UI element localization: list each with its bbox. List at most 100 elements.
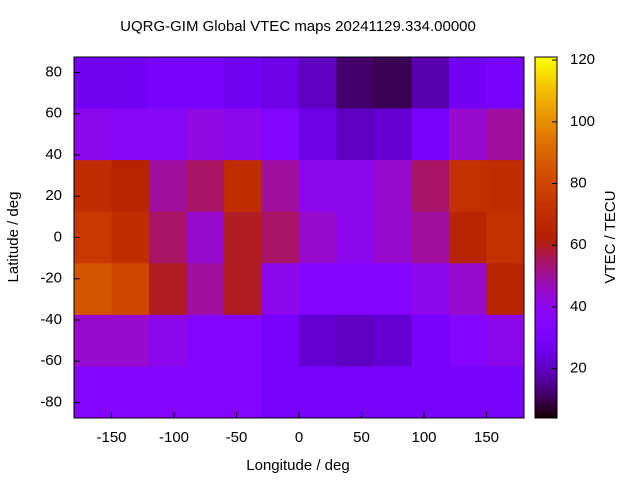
heat-cell (261, 57, 300, 110)
heat-cell (486, 160, 525, 213)
heat-cell (411, 366, 450, 419)
colorbar-step (535, 312, 557, 317)
heat-cell (486, 108, 525, 161)
colorbar-step (535, 243, 557, 248)
colorbar-step (535, 216, 557, 220)
colorbar-step (535, 303, 557, 308)
colorbar-step (535, 396, 557, 401)
colorbar-step (535, 309, 557, 314)
colorbar-step (535, 66, 557, 70)
x-axis-label: Longitude / deg (246, 457, 349, 474)
colorbar-step (535, 222, 557, 226)
heat-cell (224, 211, 262, 264)
heat-cell (411, 57, 450, 110)
heat-cell (111, 314, 150, 367)
colorbar-step (535, 171, 557, 175)
x-tick-label: -100 (159, 429, 189, 446)
colorbar-step (535, 414, 557, 419)
colorbar-step (535, 213, 557, 217)
heat-cell (186, 57, 225, 110)
heat-cell (486, 263, 525, 316)
colorbar-step (535, 324, 557, 329)
colorbar-step (535, 189, 557, 193)
heat-cell (486, 366, 525, 419)
colorbar-step (535, 360, 557, 365)
colorbar-step (535, 174, 557, 178)
heat-cell (449, 211, 487, 264)
y-tick-label: -80 (40, 393, 62, 410)
heat-cell (374, 366, 412, 419)
colorbar-step (535, 204, 557, 208)
colorbar-step (535, 282, 557, 287)
colorbar-step (535, 357, 557, 362)
heat-cell (74, 108, 112, 161)
colorbar-step (535, 369, 557, 374)
colorbar-step (535, 285, 557, 290)
x-tick-label: 50 (353, 429, 370, 446)
chart-title: UQRG-GIM Global VTEC maps 20241129.334.0… (120, 18, 476, 35)
heat-cell (449, 263, 487, 316)
y-tick-label: 60 (45, 105, 62, 122)
heat-cell (149, 314, 187, 367)
heat-cell (224, 57, 262, 110)
x-tick-label: -50 (226, 429, 248, 446)
colorbar-step (535, 126, 557, 130)
colorbar-step (535, 372, 557, 377)
heat-cell (74, 314, 112, 367)
colorbar-step (535, 237, 557, 242)
colorbar-step (535, 345, 557, 350)
colorbar-step (535, 180, 557, 184)
x-tick-label: 150 (474, 429, 499, 446)
colorbar-step (535, 210, 557, 214)
heat-cell (374, 160, 412, 213)
heat-cell (149, 366, 187, 419)
heat-cell (111, 57, 150, 110)
colorbar-tick-label: 100 (570, 113, 595, 130)
y-axis-label: Latitude / deg (5, 192, 22, 283)
heat-cell (411, 211, 450, 264)
colorbar-step (535, 291, 557, 296)
colorbar-step (535, 201, 557, 205)
colorbar-tick-label: 40 (570, 298, 587, 315)
heat-cell (411, 108, 450, 161)
colorbar-step (535, 300, 557, 305)
colorbar-step (535, 99, 557, 103)
heat-cell (74, 160, 112, 213)
colorbar-step (535, 228, 557, 232)
colorbar-step (535, 111, 557, 115)
colorbar-step (535, 129, 557, 133)
colorbar-step (535, 375, 557, 380)
heat-cell (374, 314, 412, 367)
heat-cell (374, 263, 412, 316)
heat-cell (186, 211, 225, 264)
colorbar-step (535, 390, 557, 395)
colorbar-step (535, 156, 557, 160)
heat-cell (224, 108, 262, 161)
colorbar-step (535, 384, 557, 389)
heat-cell (186, 160, 225, 213)
y-tick-label: 20 (45, 187, 62, 204)
colorbar-step (535, 288, 557, 293)
colorbar-step (535, 135, 557, 139)
heat-cell (299, 211, 337, 264)
heat-cell (149, 211, 187, 264)
heat-cell (336, 211, 375, 264)
colorbar-tick-label: 80 (570, 174, 587, 191)
heat-cell (261, 314, 300, 367)
x-tick-label: -150 (96, 429, 126, 446)
heat-cell (224, 366, 262, 419)
heat-cell (111, 211, 150, 264)
colorbar-step (535, 246, 557, 251)
heat-cell (111, 108, 150, 161)
colorbar-step (535, 81, 557, 85)
colorbar-step (535, 117, 557, 121)
colorbar-step (535, 252, 557, 257)
heat-cell (186, 263, 225, 316)
heat-cell (336, 108, 375, 161)
colorbar-step (535, 198, 557, 202)
colorbar-step (535, 249, 557, 254)
heat-cell (449, 314, 487, 367)
colorbar-step (535, 72, 557, 76)
colorbar-step (535, 183, 557, 187)
